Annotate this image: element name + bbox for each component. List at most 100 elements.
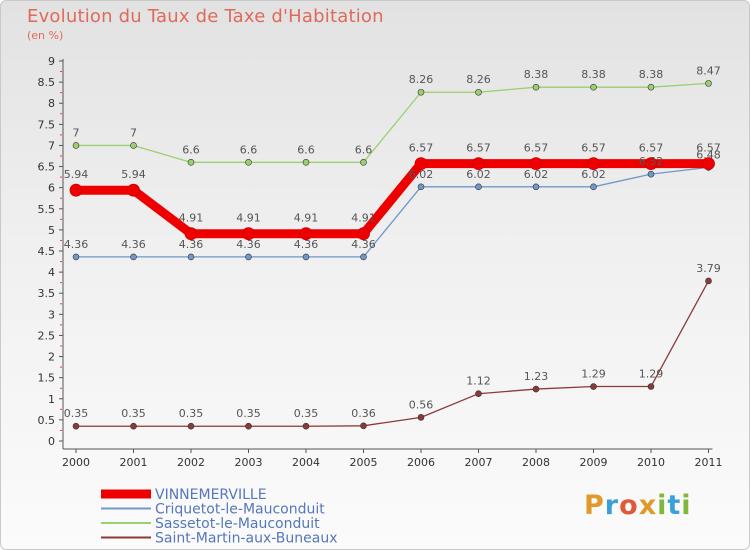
series-point-2 xyxy=(647,83,655,91)
data-label-0: 4.91 xyxy=(351,212,376,225)
y-tick-label: 6.5 xyxy=(38,161,56,174)
series-point-2 xyxy=(302,159,310,166)
data-label-0: 6.57 xyxy=(409,142,434,155)
y-tick-label: 9 xyxy=(48,55,55,68)
data-label-3: 0.35 xyxy=(236,407,261,420)
series-point-0 xyxy=(184,227,198,241)
data-label-1: 4.36 xyxy=(236,238,261,251)
data-label-1: 4.36 xyxy=(121,238,146,251)
data-label-3: 0.35 xyxy=(294,407,319,420)
series-point-0 xyxy=(644,157,658,171)
series-point-0 xyxy=(702,157,715,171)
series-point-2 xyxy=(130,142,137,149)
data-label-3: 0.35 xyxy=(179,407,204,420)
series-point-3 xyxy=(72,422,80,430)
chart-axes: 00.511.522.533.544.555.566.577.588.59200… xyxy=(38,55,723,469)
x-tick-label: 2006 xyxy=(407,456,435,469)
series-point-0 xyxy=(127,183,140,197)
y-tick-label: 1.5 xyxy=(38,372,56,385)
series-point-3 xyxy=(302,422,310,430)
x-tick-label: 2010 xyxy=(637,456,665,469)
y-tick-label: 7 xyxy=(48,139,55,152)
series-point-3 xyxy=(360,422,367,430)
data-label-2: 6.6 xyxy=(240,143,258,156)
series-point-0 xyxy=(587,157,600,171)
series-point-1 xyxy=(72,253,80,261)
chart-subtitle: (en %) xyxy=(27,29,64,42)
data-label-1: 4.36 xyxy=(179,238,204,251)
data-label-3: 1.29 xyxy=(581,368,606,381)
y-tick-label: 4.5 xyxy=(38,245,56,258)
y-tick-label: 8.5 xyxy=(38,76,56,89)
y-tick-label: 2.5 xyxy=(38,329,56,342)
series-point-3 xyxy=(245,422,252,430)
data-label-2: 8.38 xyxy=(581,68,606,81)
chart-series-points xyxy=(69,80,715,430)
data-label-0: 6.57 xyxy=(466,142,491,155)
data-label-2: 8.26 xyxy=(409,73,434,86)
data-label-3: 1.29 xyxy=(639,368,664,381)
data-label-2: 7 xyxy=(73,126,80,139)
data-label-3: 0.56 xyxy=(409,398,434,411)
x-tick-label: 2008 xyxy=(522,456,550,469)
series-point-1 xyxy=(647,170,655,178)
y-tick-label: 1 xyxy=(48,393,55,406)
series-point-2 xyxy=(245,159,252,166)
series-line-2 xyxy=(76,82,709,163)
x-tick-label: 2001 xyxy=(120,456,148,469)
chart-title: Evolution du Taux de Taxe d'Habitation xyxy=(27,6,384,27)
series-point-1 xyxy=(245,253,252,261)
x-tick-label: 2000 xyxy=(62,456,90,469)
y-tick-label: 8 xyxy=(48,97,55,110)
y-tick-label: 0 xyxy=(48,435,55,448)
series-point-0 xyxy=(69,183,83,197)
x-tick-label: 2005 xyxy=(350,456,378,469)
data-label-1: 6.48 xyxy=(696,148,721,161)
legend-label-1: Criquetot-le-Mauconduit xyxy=(155,502,325,518)
series-point-0 xyxy=(472,157,485,171)
series-point-2 xyxy=(360,159,367,166)
data-label-3: 0.36 xyxy=(351,407,376,420)
data-label-0: 5.94 xyxy=(121,168,146,181)
data-label-3: 1.23 xyxy=(524,370,549,383)
proxiti-logo: Proxiti xyxy=(584,490,692,521)
data-label-2: 8.47 xyxy=(696,64,721,77)
data-label-1: 6.32 xyxy=(639,155,664,168)
series-point-3 xyxy=(130,422,137,430)
series-point-1 xyxy=(590,183,597,191)
series-point-1 xyxy=(417,183,425,191)
series-point-1 xyxy=(302,253,310,261)
series-point-3 xyxy=(705,277,712,285)
series-point-1 xyxy=(532,183,540,191)
data-label-2: 8.38 xyxy=(639,68,664,81)
data-label-0: 6.57 xyxy=(639,142,664,155)
series-point-2 xyxy=(72,142,80,149)
chart-series-lines xyxy=(76,82,710,427)
series-point-3 xyxy=(532,385,540,393)
data-label-1: 6.02 xyxy=(466,168,491,181)
y-tick-label: 4 xyxy=(48,266,55,279)
series-point-0 xyxy=(299,227,313,241)
x-tick-label: 2007 xyxy=(465,456,493,469)
data-label-0: 6.57 xyxy=(524,142,549,155)
series-point-1 xyxy=(475,183,482,191)
data-label-1: 4.36 xyxy=(294,238,319,251)
x-tick-label: 2004 xyxy=(292,456,320,469)
data-label-3: 0.35 xyxy=(121,407,146,420)
data-label-0: 6.57 xyxy=(581,142,606,155)
data-label-2: 6.6 xyxy=(182,143,200,156)
series-point-2 xyxy=(417,88,425,96)
data-label-3: 3.79 xyxy=(696,262,721,275)
x-tick-label: 2009 xyxy=(580,456,608,469)
series-point-2 xyxy=(532,83,540,91)
data-label-0: 4.91 xyxy=(179,212,204,225)
series-point-0 xyxy=(357,227,370,241)
chart-legend: VINNEMERVILLECriquetot-le-MauconduitSass… xyxy=(101,487,337,547)
y-tick-label: 5.5 xyxy=(38,203,56,216)
data-label-0: 4.91 xyxy=(236,212,261,225)
legend-label-3: Saint-Martin-aux-Buneaux xyxy=(155,531,337,547)
series-point-1 xyxy=(360,253,367,261)
data-label-2: 6.6 xyxy=(297,143,315,156)
data-label-0: 6.57 xyxy=(696,142,721,155)
